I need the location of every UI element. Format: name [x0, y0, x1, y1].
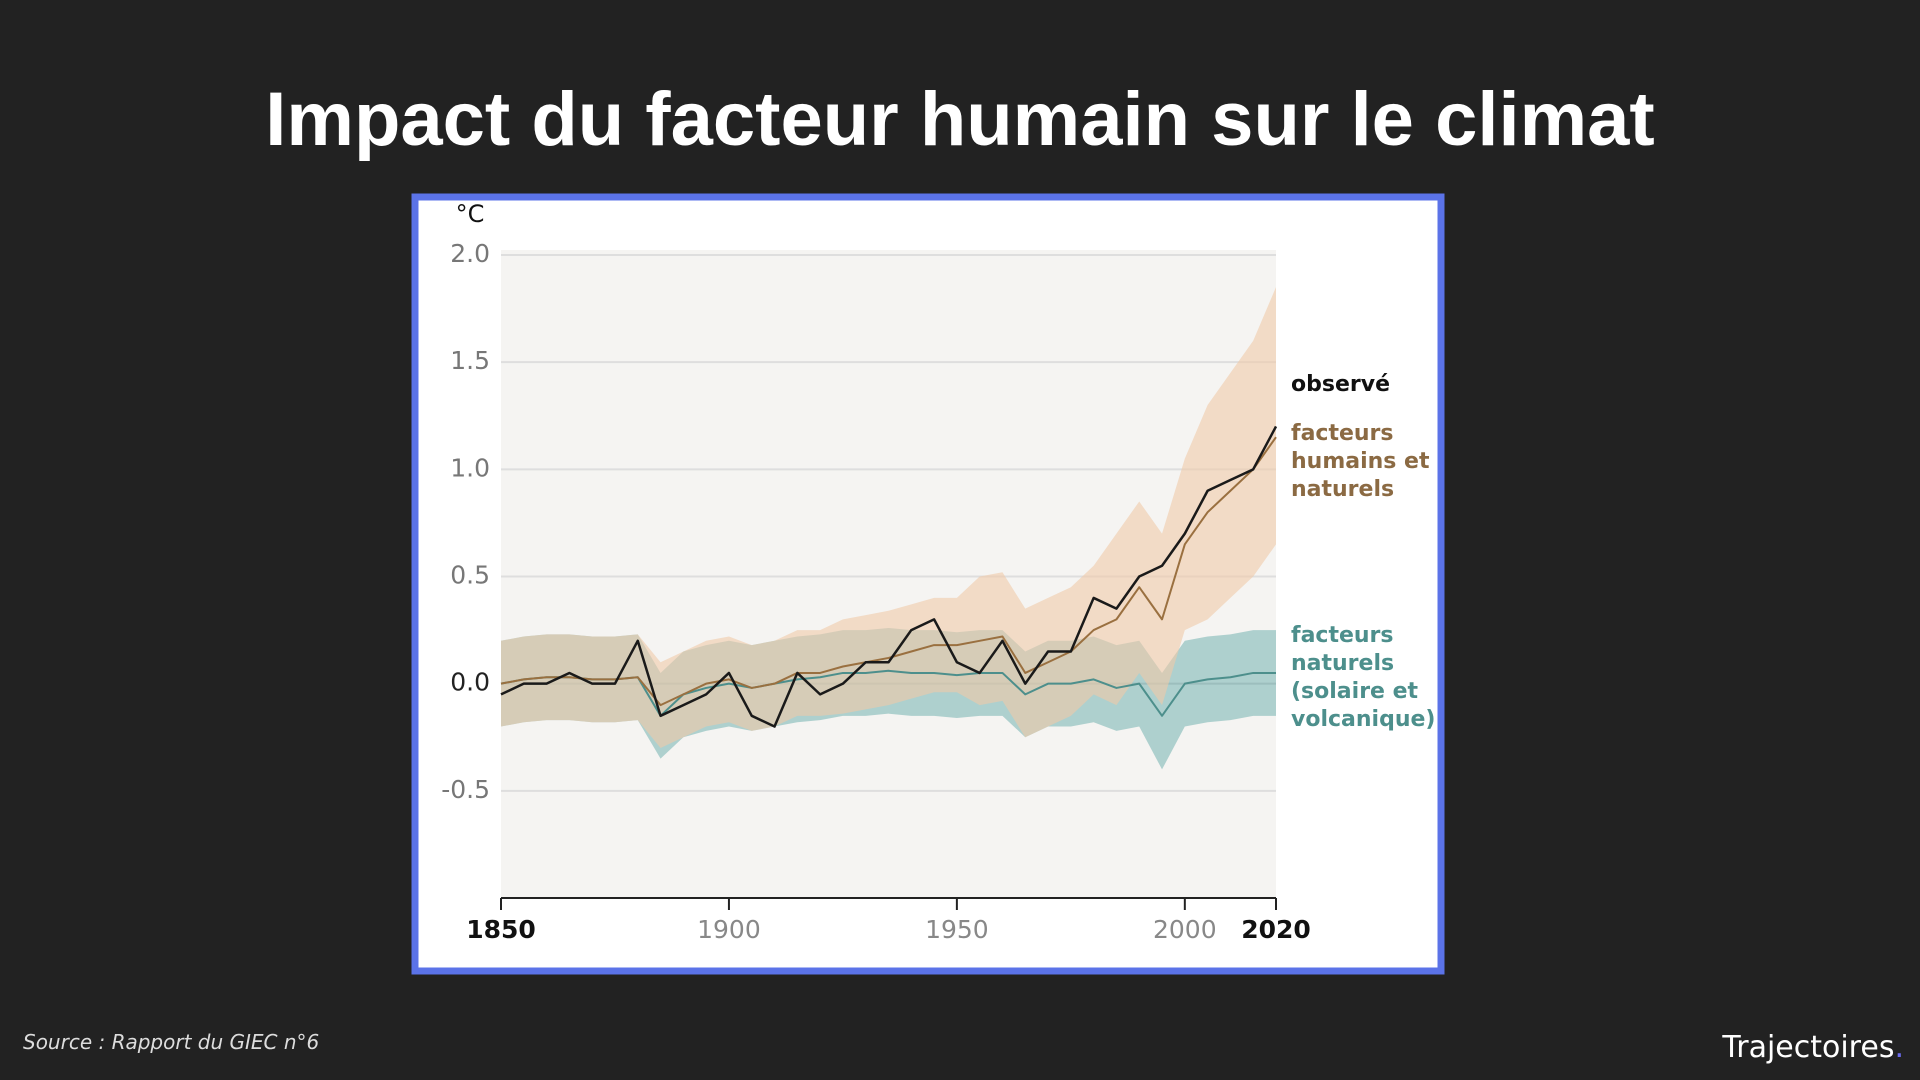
x-tick-label: 2020	[1241, 915, 1311, 944]
source-note: Source : Rapport du GIEC n°6	[23, 1030, 320, 1054]
uncertainty-band	[501, 287, 1276, 748]
x-tick-label: 2000	[1153, 915, 1217, 944]
brand: Trajectoires.	[1722, 1030, 1904, 1065]
series-line	[500, 436, 1277, 707]
x-tick-label: 1900	[697, 915, 761, 944]
brand-dot: .	[1894, 1030, 1904, 1065]
series-line	[500, 425, 1278, 728]
y-tick-label: -0.5	[441, 775, 490, 804]
y-tick-label: 0.0	[450, 668, 490, 697]
legend-observed: observé	[1291, 372, 1390, 397]
y-tick-label: 1.5	[450, 346, 490, 375]
brand-name: Trajectoires	[1722, 1030, 1895, 1065]
x-tick-label: 1850	[466, 915, 536, 944]
y-tick-label: 0.5	[450, 561, 490, 590]
slide-title: Impact du facteur humain sur le climat	[265, 77, 1655, 162]
y-tick-label: 1.0	[450, 453, 490, 482]
y-tick-label: 2.0	[450, 239, 490, 268]
y-unit: °C	[456, 200, 485, 228]
legend-natural: facteurs naturels (solaire et volcanique…	[1291, 623, 1436, 732]
x-tick-label: 1950	[925, 915, 989, 944]
legend-human: facteurs humains et naturels	[1291, 421, 1430, 502]
